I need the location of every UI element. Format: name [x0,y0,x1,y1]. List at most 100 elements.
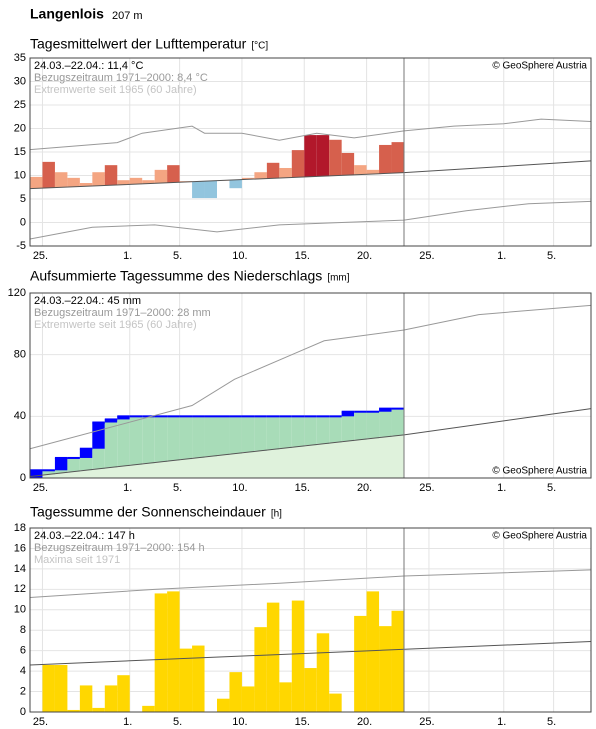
bar [304,668,317,712]
annotation: 24.03.–22.04.: 147 h [34,530,135,542]
bar [104,685,118,712]
station-elevation: 207 m [112,10,143,22]
x-tick-label: 1. [497,482,506,494]
unit-label: [h] [271,509,282,520]
bar [167,165,180,183]
credit: © GeoSphere Austria [492,61,587,72]
reference-line [29,569,592,599]
bar [316,633,330,712]
surplus-fill [254,416,267,451]
y-tick-label: 30 [14,75,26,87]
daily-increment [30,470,43,478]
x-tick-label: 5. [547,482,556,494]
plot-frame [29,57,592,247]
y-tick-label: 14 [14,563,26,575]
surplus-fill [192,416,205,458]
x-tick-label: 25. [33,250,48,262]
chart-title: Tagesmittelwert der Lufttemperatur [30,36,247,52]
daily-increment [341,411,355,417]
bar [154,169,168,184]
annotation: Bezugszeitraum 1971–2000: 8,4 °C [34,72,208,84]
bar [254,172,267,179]
reference-line [29,640,592,666]
x-tick-label: 1. [497,716,506,728]
surplus-fill [229,416,242,454]
y-tick-label: 0 [20,472,26,484]
x-tick-label: 10. [232,716,247,728]
x-tick-label: 1. [497,250,506,262]
x-tick-label: 20. [357,250,372,262]
x-tick-label: 25. [419,482,434,494]
y-tick-label: 10 [14,169,26,181]
x-tick-label: 5. [547,716,556,728]
bar [167,591,180,712]
x-tick-label: 25. [33,716,48,728]
surplus-fill [329,416,342,443]
bar [279,682,292,712]
y-tick-label: 18 [14,522,26,534]
bar [304,135,317,177]
bar [241,177,255,180]
surplus-fill [167,416,180,461]
bar [142,705,155,712]
x-tick-label: 25. [419,716,434,728]
bar [79,183,93,187]
x-tick-label: 5. [173,250,182,262]
surplus-fill [129,416,143,465]
surplus-fill [154,416,168,462]
surplus-fill [241,416,255,453]
y-tick-label: 4 [20,665,26,677]
y-tick-label: 80 [14,349,26,361]
bar [329,693,342,712]
plot-frame [29,292,592,479]
bar [266,162,280,179]
x-tick-label: 20. [357,716,372,728]
bar [192,181,205,199]
bar [79,685,93,712]
bar [366,169,380,175]
x-tick-label: 1. [123,482,132,494]
bar [30,176,43,189]
x-tick-label: 15. [295,482,310,494]
y-tick-label: 0 [20,216,26,228]
x-tick-label: 1. [123,250,132,262]
annotation: Maxima seit 1971 [34,554,120,566]
bar [241,686,255,712]
x-tick-label: 5. [173,716,182,728]
bar [67,177,80,187]
bar [42,161,55,188]
bar [104,165,118,186]
bar [354,165,367,175]
y-tick-label: 5 [20,193,26,205]
surplus-fill [42,470,55,475]
bar [341,152,355,176]
x-tick-label: 20. [357,482,372,494]
surplus-fill [341,411,355,442]
bar [229,672,242,712]
x-tick-label: 10. [232,250,247,262]
bar [117,180,130,185]
bar [366,591,380,712]
y-tick-label: 0 [20,706,26,718]
bar [204,180,217,199]
daily-increment [79,448,93,458]
y-tick-label: 40 [14,410,26,422]
daily-increment [379,408,392,412]
bar [279,167,292,178]
annotation: Extremwerte seit 1965 (60 Jahre) [34,84,197,96]
credit: © GeoSphere Austria [492,466,587,477]
surplus-fill [279,416,292,449]
x-tick-label: 5. [173,482,182,494]
annotation: Bezugszeitraum 1971–2000: 28 mm [34,307,211,319]
bar [92,172,105,186]
surplus-fill [391,408,404,436]
y-tick-label: 15 [14,146,26,158]
x-tick-label: 5. [547,250,556,262]
bar [379,144,392,174]
x-tick-label: 1. [123,716,132,728]
bar [142,180,155,184]
chart-title: Tagessumme der Sonnenscheindauer [30,504,266,520]
y-tick-label: 12 [14,583,26,595]
bar [291,600,305,712]
